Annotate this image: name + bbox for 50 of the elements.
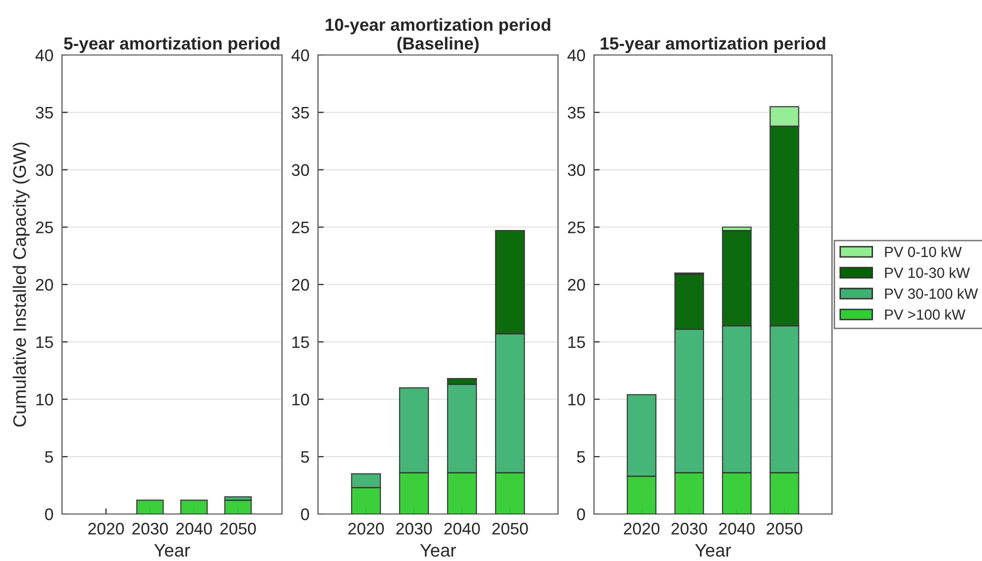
chart-title: 10-year amortization period (Baseline) — [326, 18, 550, 54]
y-tick-label: 5 — [301, 451, 309, 463]
y-tick-label: 10 — [36, 394, 54, 406]
legend-label: PV 10-30 kW — [885, 267, 970, 278]
x-axis-title: Year — [695, 544, 731, 557]
y-tick-label: 15 — [568, 336, 585, 348]
y-tick-label: 10 — [292, 394, 310, 406]
x-tick-label: 2020 — [348, 522, 384, 535]
x-tick-label: 2050 — [492, 522, 528, 535]
y-tick-label: 35 — [292, 106, 309, 119]
y-tick-label: 20 — [568, 278, 586, 291]
y-tick-label: 35 — [568, 106, 585, 119]
x-axis-title: Year — [154, 544, 190, 557]
x-tick-label: 2040 — [719, 522, 755, 535]
y-tick-label: 30 — [36, 164, 54, 176]
y-tick-label: 10 — [568, 394, 586, 406]
y-tick-label: 25 — [568, 222, 585, 234]
y-tick-label: 0 — [577, 508, 586, 520]
x-tick-label: 2050 — [220, 522, 256, 535]
x-tick-label: 2020 — [624, 522, 660, 535]
x-tick-label: 2030 — [396, 522, 432, 535]
y-tick-label: 30 — [292, 164, 310, 176]
chart-title: 15-year amortization period — [600, 36, 826, 54]
y-tick-label: 5 — [45, 451, 53, 463]
y-axis-title: Cumulative Installed Capacity (GW) — [12, 142, 30, 427]
x-tick-label: 2040 — [176, 522, 212, 535]
y-tick-label: 35 — [36, 106, 53, 119]
x-tick-label: 2040 — [444, 522, 480, 535]
legend-label: PV 30-100 kW — [885, 288, 978, 299]
x-tick-label: 2030 — [132, 522, 168, 535]
y-tick-label: 30 — [568, 164, 586, 176]
y-tick-label: 40 — [36, 49, 54, 62]
y-tick-label: 20 — [36, 278, 54, 291]
y-tick-label: 40 — [568, 49, 586, 62]
x-tick-label: 2030 — [672, 522, 708, 535]
legend-label: PV >100 kW — [885, 309, 966, 320]
legend-label: PV 0-10 kW — [885, 246, 962, 258]
x-tick-label: 2050 — [766, 522, 802, 535]
x-tick-label: 2020 — [88, 522, 124, 535]
y-tick-label: 15 — [36, 336, 53, 348]
y-tick-label: 25 — [292, 222, 309, 234]
y-tick-label: 25 — [36, 222, 53, 234]
y-tick-label: 20 — [292, 278, 310, 291]
x-axis-title: Year — [420, 544, 456, 557]
y-tick-label: 15 — [292, 336, 309, 348]
y-tick-label: 5 — [577, 451, 585, 463]
y-tick-label: 0 — [45, 508, 54, 520]
chart-title: 5-year amortization period — [64, 36, 280, 54]
y-tick-label: 40 — [292, 49, 310, 62]
y-tick-label: 0 — [301, 508, 310, 520]
